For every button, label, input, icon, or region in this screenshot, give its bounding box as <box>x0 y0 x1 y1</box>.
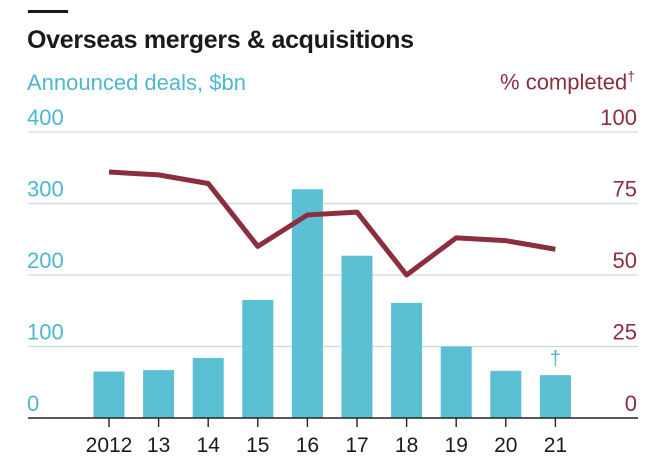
right-axis-label-text: % completed <box>500 69 628 95</box>
bar <box>291 189 323 418</box>
header-rule <box>28 10 68 13</box>
bar <box>93 371 125 418</box>
bar <box>440 346 472 418</box>
right-tick-label: 50 <box>613 248 637 273</box>
bar <box>192 357 224 418</box>
x-tick-label: 2012 <box>86 434 133 457</box>
bar-annotation: † <box>550 348 561 370</box>
x-tick-label: 13 <box>147 434 170 457</box>
x-tick-label: 14 <box>197 434 221 457</box>
right-tick-label: 100 <box>600 105 637 130</box>
left-tick-label: 100 <box>27 320 64 345</box>
chart-title: Overseas mergers & acquisitions <box>27 26 414 54</box>
x-tick-label: 18 <box>395 434 418 457</box>
right-tick-label: 25 <box>613 320 637 345</box>
bar <box>539 375 571 418</box>
bar <box>391 302 423 418</box>
right-tick-label: 0 <box>625 391 637 416</box>
bar <box>143 370 175 418</box>
left-tick-label: 400 <box>27 105 64 130</box>
left-tick-label: 0 <box>27 391 39 416</box>
x-tick-label: 20 <box>494 434 517 457</box>
bar <box>341 255 373 418</box>
x-tick-label: 15 <box>246 434 269 457</box>
bar <box>242 300 274 418</box>
x-tick-label: 17 <box>345 434 368 457</box>
left-tick-label: 300 <box>27 177 64 202</box>
right-axis-label: % completed† <box>500 68 635 95</box>
right-tick-label: 75 <box>613 177 637 202</box>
right-axis-label-marker: † <box>627 68 635 84</box>
x-tick-label: 21 <box>544 434 567 457</box>
left-tick-label: 200 <box>27 248 64 273</box>
x-tick-label: 16 <box>296 434 319 457</box>
left-axis-label: Announced deals, $bn <box>27 70 246 95</box>
completion-line <box>108 169 556 278</box>
bar <box>490 370 522 418</box>
x-tick-label: 19 <box>445 434 468 457</box>
